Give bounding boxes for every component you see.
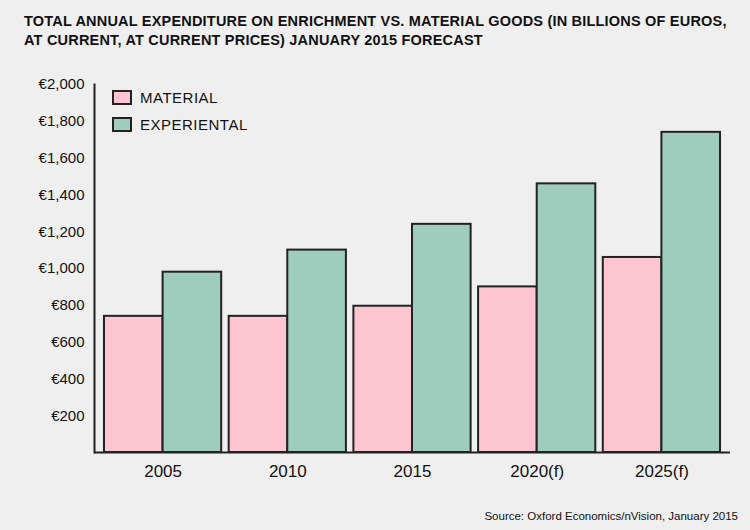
html-text:EXPERIENTAL: EXPERIENTAL — [140, 116, 248, 133]
svg-text:€1,600: €1,600 — [39, 149, 85, 166]
html-text:MATERIAL: MATERIAL — [140, 89, 218, 106]
svg-text:€800: €800 — [51, 296, 84, 313]
svg-text:2005: 2005 — [144, 462, 182, 481]
svg-text:2025(f): 2025(f) — [635, 462, 689, 481]
svg-text:€1,800: €1,800 — [39, 112, 85, 129]
svg-text:2015: 2015 — [394, 462, 432, 481]
svg-text:€1,200: €1,200 — [39, 223, 85, 240]
svg-text:€400: €400 — [51, 370, 84, 387]
svg-text:2010: 2010 — [269, 462, 307, 481]
svg-text:€1,000: €1,000 — [39, 259, 85, 276]
svg-text:2020(f): 2020(f) — [510, 462, 564, 481]
svg-text:€600: €600 — [51, 333, 84, 350]
svg-text:€200: €200 — [51, 407, 84, 424]
svg-text:€2,000: €2,000 — [39, 75, 85, 92]
html-text:Source: Oxford Economics/nVisi: Source: Oxford Economics/nVision, Januar… — [484, 510, 738, 522]
svg-text:€1,400: €1,400 — [39, 186, 85, 203]
html-text:TOTAL ANNUAL EXPENDITURE ON EN: TOTAL ANNUAL EXPENDITURE ON ENRICHMENT V… — [24, 13, 727, 48]
